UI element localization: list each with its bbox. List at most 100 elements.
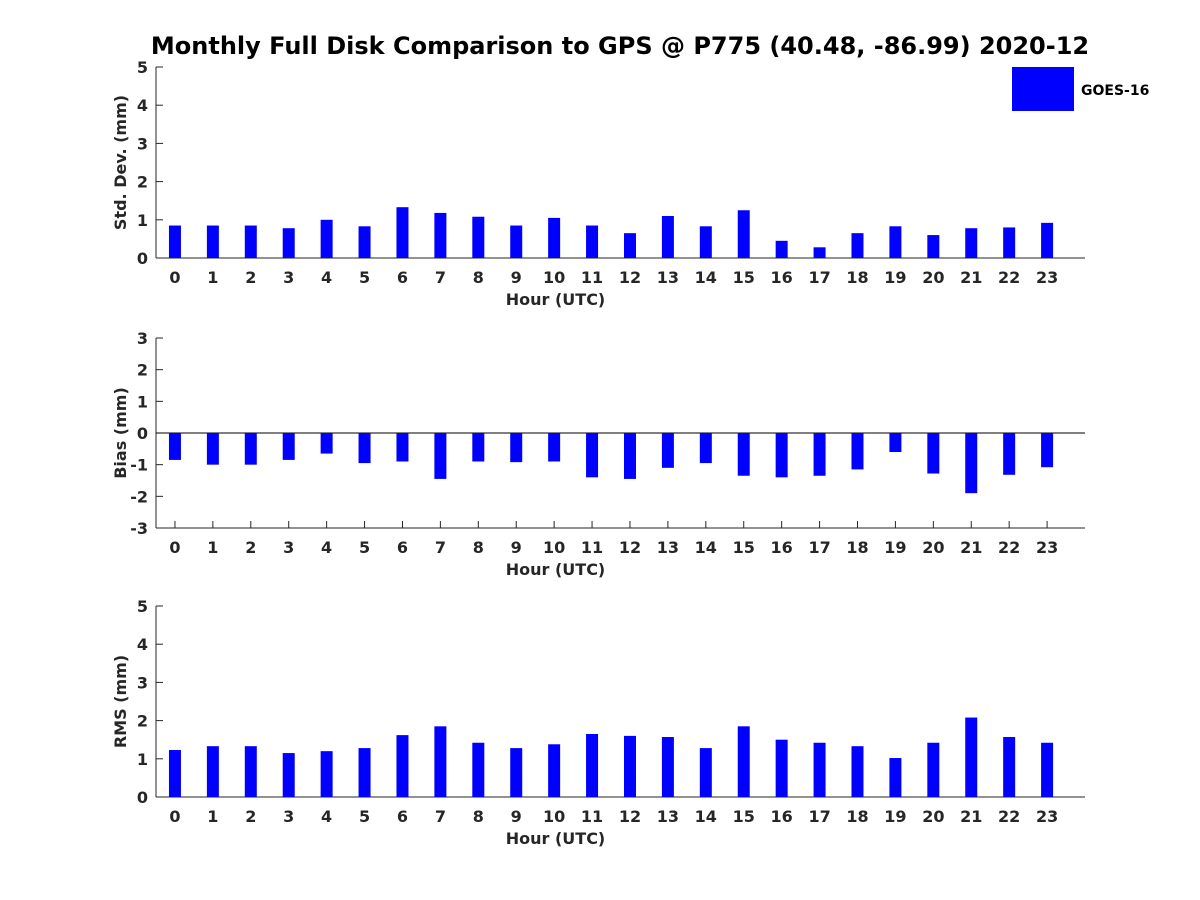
x-tick-label: 16: [771, 807, 793, 826]
y-tick-label: 5: [137, 597, 148, 616]
x-tick-label: 22: [998, 268, 1020, 287]
bar: [244, 225, 257, 258]
bar: [206, 746, 219, 797]
x-tick-label: 1: [207, 268, 218, 287]
x-tick-label: 3: [283, 538, 294, 557]
y-axis-label: Bias (mm): [111, 387, 130, 479]
x-tick-label: 23: [1036, 538, 1058, 557]
y-tick-label: 0: [137, 788, 148, 807]
x-tick-label: 11: [581, 807, 603, 826]
bar: [472, 216, 485, 258]
bar: [358, 433, 371, 464]
x-tick-label: 4: [321, 268, 332, 287]
bar: [320, 433, 333, 454]
x-tick-label: 10: [543, 807, 565, 826]
x-tick-label: 15: [733, 807, 755, 826]
x-tick-label: 22: [998, 807, 1020, 826]
y-tick-label: 3: [137, 329, 148, 348]
x-tick-label: 1: [207, 807, 218, 826]
bar: [434, 433, 447, 479]
x-tick-label: 23: [1036, 807, 1058, 826]
x-tick-label: 0: [169, 807, 180, 826]
x-tick-label: 14: [695, 538, 717, 557]
y-tick-label: -1: [130, 456, 148, 475]
x-tick-label: 17: [808, 538, 830, 557]
y-tick-label: 3: [137, 673, 148, 692]
bar: [320, 751, 333, 797]
y-tick-label: 3: [137, 134, 148, 153]
bar: [813, 247, 826, 258]
x-axis-label: Hour (UTC): [506, 560, 606, 579]
x-tick-label: 0: [169, 268, 180, 287]
y-tick-label: 0: [137, 249, 148, 268]
y-tick-label: 2: [137, 173, 148, 192]
x-tick-label: 23: [1036, 268, 1058, 287]
x-tick-label: 20: [922, 538, 944, 557]
bar: [699, 226, 712, 258]
bar: [927, 235, 940, 258]
x-axis-label: Hour (UTC): [506, 829, 606, 848]
bar: [775, 433, 788, 478]
bar: [699, 748, 712, 797]
bar: [965, 228, 978, 258]
y-tick-label: -3: [130, 519, 148, 538]
x-tick-label: 15: [733, 268, 755, 287]
x-tick-label: 11: [581, 538, 603, 557]
x-tick-label: 2: [245, 268, 256, 287]
x-tick-label: 3: [283, 268, 294, 287]
chart-title: Monthly Full Disk Comparison to GPS @ P7…: [151, 32, 1089, 60]
bar: [396, 433, 409, 462]
bar: [661, 215, 674, 258]
x-tick-label: 9: [511, 807, 522, 826]
bar: [813, 742, 826, 797]
bar: [851, 746, 864, 797]
x-tick-label: 10: [543, 538, 565, 557]
bar: [168, 750, 181, 797]
x-tick-label: 9: [511, 538, 522, 557]
x-tick-label: 5: [359, 807, 370, 826]
legend-swatch: [1012, 67, 1074, 111]
x-axis-label: Hour (UTC): [506, 290, 606, 309]
x-tick-label: 18: [846, 268, 868, 287]
bar: [168, 433, 181, 460]
bar: [434, 212, 447, 258]
bar: [1003, 433, 1016, 475]
bar: [1041, 742, 1054, 797]
x-tick-label: 14: [695, 268, 717, 287]
x-tick-label: 7: [435, 807, 446, 826]
x-tick-label: 12: [619, 268, 641, 287]
x-tick-label: 8: [473, 538, 484, 557]
x-tick-label: 8: [473, 268, 484, 287]
bar: [168, 225, 181, 258]
bar: [586, 733, 599, 797]
x-tick-label: 19: [884, 807, 906, 826]
bar: [434, 726, 447, 797]
bar: [889, 433, 902, 452]
x-tick-label: 12: [619, 807, 641, 826]
y-tick-label: 2: [137, 361, 148, 380]
x-tick-label: 18: [846, 807, 868, 826]
bar: [206, 225, 219, 258]
x-tick-label: 20: [922, 807, 944, 826]
x-tick-label: 5: [359, 538, 370, 557]
bar: [927, 742, 940, 797]
y-tick-label: 0: [137, 424, 148, 443]
bar: [965, 717, 978, 797]
y-tick-label: 5: [137, 58, 148, 77]
x-tick-label: 9: [511, 268, 522, 287]
bar: [623, 433, 636, 479]
bar: [623, 233, 636, 258]
bar: [548, 217, 561, 258]
bar: [548, 744, 561, 797]
x-tick-label: 14: [695, 807, 717, 826]
bar: [206, 433, 219, 465]
x-tick-label: 6: [397, 268, 408, 287]
x-tick-label: 18: [846, 538, 868, 557]
bar: [737, 726, 750, 797]
bar: [851, 233, 864, 258]
x-tick-label: 5: [359, 268, 370, 287]
bar: [775, 240, 788, 258]
bar: [737, 433, 750, 476]
